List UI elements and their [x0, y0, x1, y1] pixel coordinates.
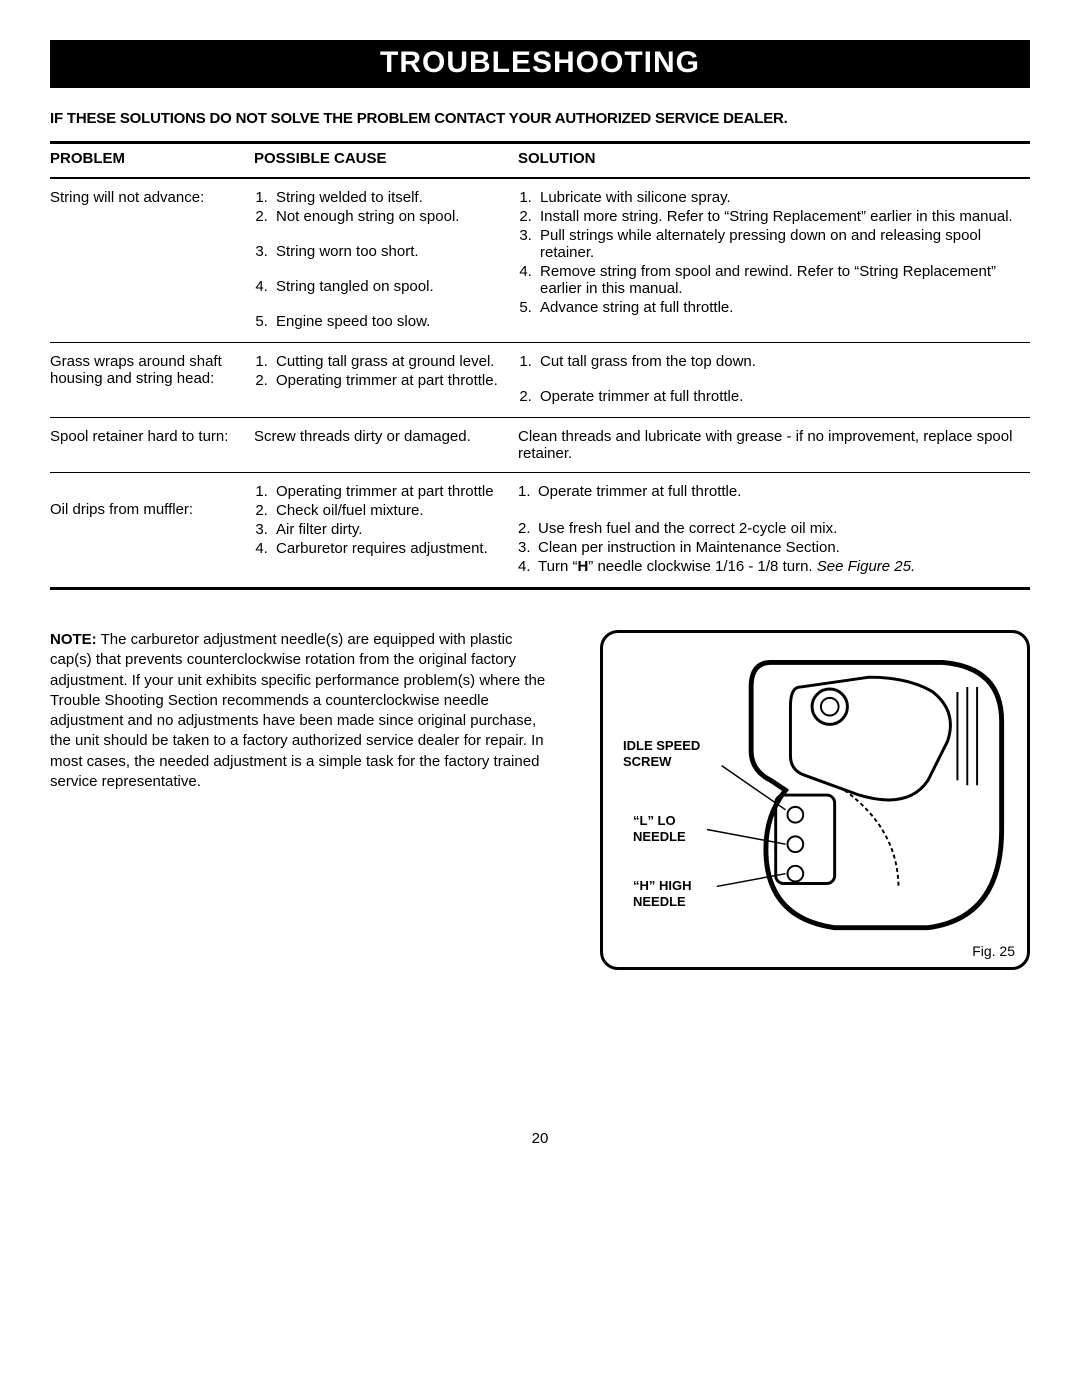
figure-caption: Fig. 25 [972, 943, 1015, 959]
col-header-solution: SOLUTION [518, 143, 1030, 179]
solution-cell: Lubricate with silicone spray. Install m… [518, 178, 1030, 343]
col-header-problem: PROBLEM [50, 143, 254, 179]
troubleshooting-table: PROBLEM POSSIBLE CAUSE SOLUTION String w… [50, 141, 1030, 590]
cause-cell: String welded to itself. Not enough stri… [254, 178, 518, 343]
carburetor-diagram-icon [603, 633, 1027, 967]
warning-text: IF THESE SOLUTIONS DO NOT SOLVE THE PROB… [50, 110, 1030, 127]
label-idle-speed: IDLE SPEED SCREW [623, 738, 700, 769]
table-row: Grass wraps around shaft housing and str… [50, 343, 1030, 418]
label-lo-needle: “L” LO NEEDLE [633, 813, 686, 844]
col-header-cause: POSSIBLE CAUSE [254, 143, 518, 179]
table-row: Oil drips from muffler: Operating trimme… [50, 473, 1030, 589]
figure-25: IDLE SPEED SCREW “L” LO NEEDLE “H” HIGH … [600, 630, 1030, 970]
note-paragraph: NOTE: The carburetor adjustment needle(s… [50, 630, 552, 970]
solution-cell: Clean threads and lubricate with grease … [518, 418, 1030, 473]
problem-cell: Grass wraps around shaft housing and str… [50, 343, 254, 418]
table-row: String will not advance: String welded t… [50, 178, 1030, 343]
cause-cell: Screw threads dirty or damaged. [254, 418, 518, 473]
label-hi-needle: “H” HIGH NEEDLE [633, 878, 692, 909]
table-header-row: PROBLEM POSSIBLE CAUSE SOLUTION [50, 143, 1030, 179]
section-heading: TROUBLESHOOTING [50, 40, 1030, 88]
page-number: 20 [50, 1130, 1030, 1147]
problem-cell: Spool retainer hard to turn: [50, 418, 254, 473]
solution-cell: 1.Operate trimmer at full throttle. 2.Us… [518, 473, 1030, 589]
table-row: Spool retainer hard to turn: Screw threa… [50, 418, 1030, 473]
problem-cell: Oil drips from muffler: [50, 473, 254, 589]
cause-cell: Cutting tall grass at ground level. Oper… [254, 343, 518, 418]
problem-cell: String will not advance: [50, 178, 254, 343]
solution-cell: Cut tall grass from the top down. Operat… [518, 343, 1030, 418]
cause-cell: Operating trimmer at part throttle Check… [254, 473, 518, 589]
